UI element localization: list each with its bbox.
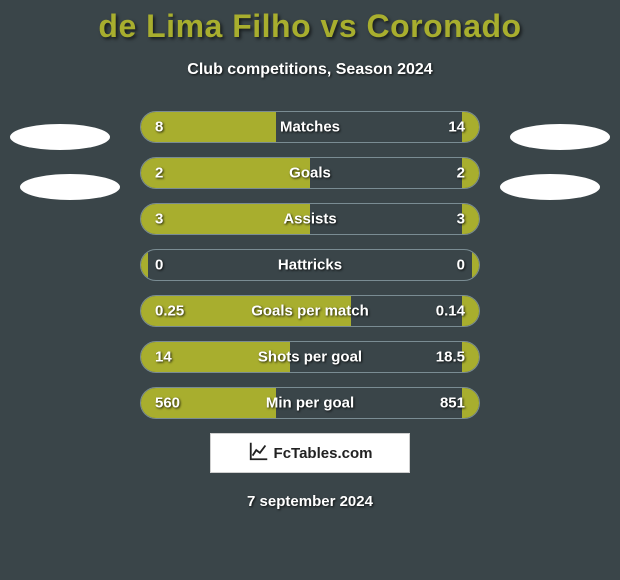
branding-box: FcTables.com xyxy=(210,433,410,473)
stat-value-right: 0 xyxy=(457,257,465,274)
stat-row: 14 Shots per goal 18.5 xyxy=(140,341,480,373)
stat-label: Min per goal xyxy=(141,395,479,412)
stat-label: Goals xyxy=(141,165,479,182)
stat-label: Matches xyxy=(141,119,479,136)
stat-row: 8 Matches 14 xyxy=(140,111,480,143)
stat-value-right: 18.5 xyxy=(436,349,465,366)
subtitle: Club competitions, Season 2024 xyxy=(0,61,620,79)
stat-row: 0.25 Goals per match 0.14 xyxy=(140,295,480,327)
date-text: 7 september 2024 xyxy=(0,493,620,510)
stat-row: 0 Hattricks 0 xyxy=(140,249,480,281)
branding-text: FcTables.com xyxy=(274,445,373,462)
player-right-shape-2 xyxy=(500,174,600,200)
chart-icon xyxy=(248,440,270,467)
page-title: de Lima Filho vs Coronado xyxy=(0,0,620,45)
stat-label: Goals per match xyxy=(141,303,479,320)
stat-row: 3 Assists 3 xyxy=(140,203,480,235)
stat-row: 2 Goals 2 xyxy=(140,157,480,189)
stat-label: Shots per goal xyxy=(141,349,479,366)
stat-value-right: 14 xyxy=(448,119,465,136)
stat-label: Assists xyxy=(141,211,479,228)
stats-container: 8 Matches 14 2 Goals 2 3 Assists 3 0 Hat… xyxy=(0,111,620,419)
player-right-shape-1 xyxy=(510,124,610,150)
stat-value-right: 2 xyxy=(457,165,465,182)
stat-value-right: 851 xyxy=(440,395,465,412)
stat-value-right: 0.14 xyxy=(436,303,465,320)
stat-row: 560 Min per goal 851 xyxy=(140,387,480,419)
stat-value-right: 3 xyxy=(457,211,465,228)
player-left-shape-2 xyxy=(20,174,120,200)
stat-label: Hattricks xyxy=(141,257,479,274)
player-left-shape-1 xyxy=(10,124,110,150)
